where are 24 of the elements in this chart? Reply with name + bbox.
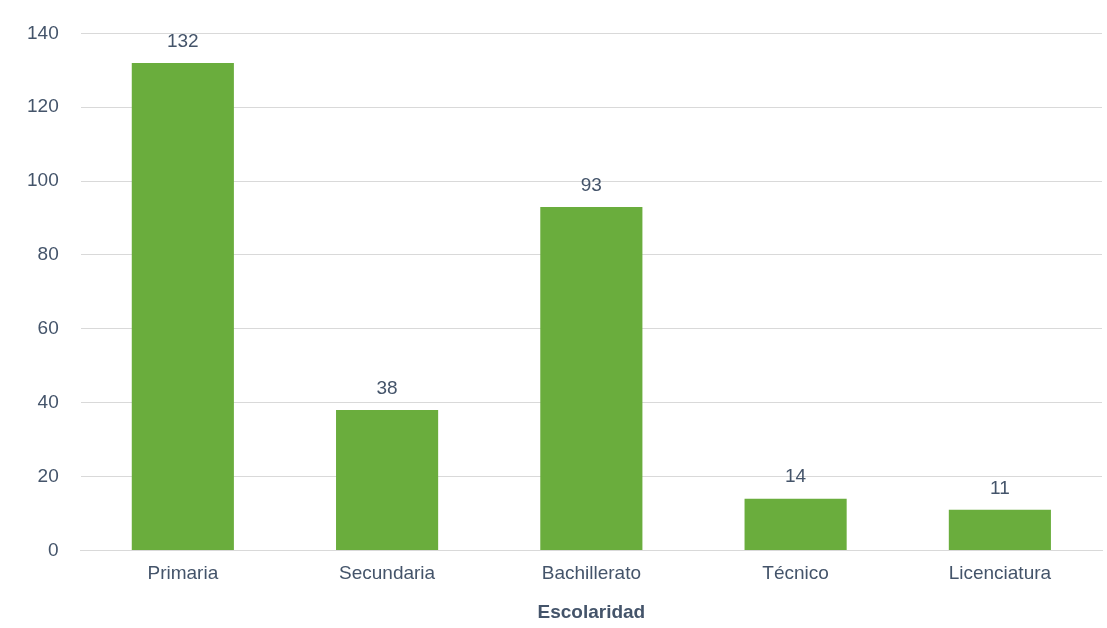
y-tick-label: 60	[37, 317, 59, 339]
x-tick-label: Técnico	[762, 562, 829, 584]
data-label: 11	[990, 476, 1010, 498]
bar	[336, 410, 439, 550]
y-tick-label: 40	[37, 390, 59, 412]
y-tick-label: 100	[27, 169, 59, 191]
x-tick-label: Primaria	[147, 562, 219, 584]
bar	[744, 498, 847, 550]
x-tick-label: Bachillerato	[541, 562, 641, 584]
bar	[540, 206, 643, 550]
bar	[948, 509, 1051, 550]
y-tick-label: 140	[27, 21, 59, 43]
data-label: 38	[376, 376, 398, 398]
x-tick-label: Secundaria	[339, 562, 436, 584]
y-tick-label: 0	[48, 538, 59, 560]
y-tick-label: 80	[37, 243, 59, 265]
y-tick-label: 20	[37, 464, 59, 486]
y-tick-label: 120	[27, 95, 59, 117]
data-label: 14	[785, 465, 807, 487]
data-label: 132	[166, 29, 199, 51]
data-label: 93	[580, 173, 602, 195]
x-axis-title: Escolaridad	[537, 600, 646, 622]
x-tick-label: Licenciatura	[948, 562, 1052, 584]
bar	[131, 62, 234, 550]
